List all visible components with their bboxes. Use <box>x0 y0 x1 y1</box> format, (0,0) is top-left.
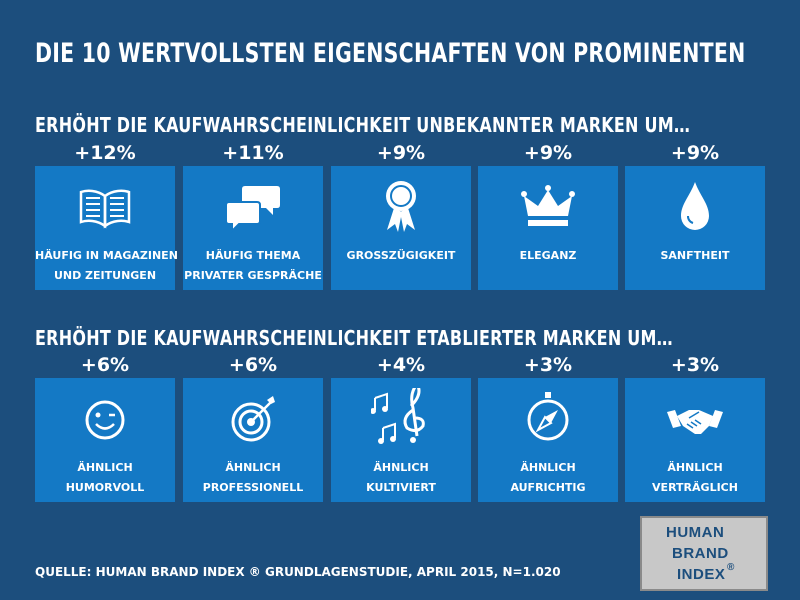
card-label-line1: Ähnlich <box>225 461 281 474</box>
card-elegance: +9% Eleganz <box>478 140 618 300</box>
card-box: Ähnlich humorvoll <box>35 378 175 502</box>
card-box: Grosszügigkeit <box>331 166 471 290</box>
target-arrow-icon <box>223 388 283 448</box>
card-label-line2: und Zeitungen <box>53 269 157 282</box>
card-box: Häufig Thema privater Gespräche <box>183 166 323 290</box>
card-label-line1: Häufig Thema <box>205 249 301 262</box>
card-box: Sanftheit <box>625 166 765 290</box>
section-title-unknown-brands: Erhöht die Kaufwahrscheinlichkeit unbeka… <box>35 113 691 137</box>
logo-line2: BRAND <box>672 545 729 562</box>
percentage-value: +9% <box>670 142 720 164</box>
card-box: Häufig in Magazinen und Zeitungen <box>35 166 178 290</box>
percentage-value: +9% <box>376 142 426 164</box>
human-brand-index-logo: HUMAN BRAND INDEX ® <box>640 516 768 591</box>
card-label: Ähnlich humorvoll <box>35 458 175 498</box>
section-title-established-brands: Erhöht die Kaufwahrscheinlichkeit etabli… <box>35 326 673 350</box>
card-box: Ähnlich professionell <box>183 378 323 502</box>
card-label: Grosszügigkeit <box>331 246 471 266</box>
percentage-value: +3% <box>670 354 720 376</box>
compass-icon <box>518 388 578 448</box>
card-label-line2: aufrichtig <box>510 481 586 494</box>
card-box: Ähnlich verträglich <box>625 378 765 502</box>
speech-bubbles-icon <box>223 176 283 236</box>
card-cultured: +4% Ähnlich kultivi <box>331 352 471 512</box>
card-box: Eleganz <box>478 166 618 290</box>
card-label-line1: Ähnlich <box>520 461 576 474</box>
card-label: Ähnlich kultiviert <box>331 458 471 498</box>
card-label: Häufig in Magazinen und Zeitungen <box>35 246 178 286</box>
card-label: Ähnlich verträglich <box>625 458 765 498</box>
percentage-value: +12% <box>74 142 136 164</box>
card-magazines: +12% Häufig in Magazinen und Zeitungen <box>35 140 178 300</box>
card-label-line1: Eleganz <box>519 249 577 262</box>
card-humorous: +6% Ähnlich humorvoll <box>35 352 175 512</box>
card-label-line2: privater Gespräche <box>184 269 322 282</box>
water-drop-icon <box>665 176 725 236</box>
music-notes-icon <box>371 388 431 448</box>
registered-mark: ® <box>727 562 735 573</box>
card-box: Ähnlich kultiviert <box>331 378 471 502</box>
card-label-line1: Sanftheit <box>660 249 730 262</box>
crown-icon <box>518 176 578 236</box>
page-title: Die 10 wertvollsten Eigenschaften von Pr… <box>35 38 746 69</box>
card-label-line1: Ähnlich <box>667 461 723 474</box>
percentage-value: +6% <box>80 354 130 376</box>
card-label-line1: Häufig in Magazinen <box>35 249 178 262</box>
percentage-value: +4% <box>376 354 426 376</box>
card-label: Sanftheit <box>625 246 765 266</box>
percentage-value: +6% <box>228 354 278 376</box>
card-private-talks: +11% Häufig Thema privater Gespräche <box>183 140 323 300</box>
open-book-icon <box>75 176 135 236</box>
card-row-established-brands: +6% Ähnlich humorvoll +6% <box>35 352 765 512</box>
card-label-line1: Ähnlich <box>77 461 133 474</box>
card-sincere: +3% Ähnlich aufrichtig <box>478 352 618 512</box>
percentage-value: +11% <box>222 142 284 164</box>
logo-line3: INDEX <box>677 566 726 583</box>
logo-line1: HUMAN <box>666 524 725 541</box>
card-label-line2: professionell <box>202 481 304 494</box>
percentage-value: +3% <box>523 354 573 376</box>
card-label: Ähnlich professionell <box>183 458 323 498</box>
card-label-line2: verträglich <box>652 481 738 494</box>
card-label-line2: humorvoll <box>65 481 145 494</box>
card-row-unknown-brands: +12% Häufig in Magazinen und Zeitungen +… <box>35 140 765 300</box>
card-generosity: +9% Grosszügigkeit <box>331 140 471 300</box>
card-gentleness: +9% Sanftheit <box>625 140 765 300</box>
percentage-value: +9% <box>523 142 573 164</box>
card-label: Ähnlich aufrichtig <box>478 458 618 498</box>
card-label-line1: Ähnlich <box>373 461 429 474</box>
card-box: Ähnlich aufrichtig <box>478 378 618 502</box>
award-rosette-icon <box>371 176 431 236</box>
card-professional: +6% Ähnlich professionell <box>183 352 323 512</box>
card-agreeable: +3% Ähnlich verträglich <box>625 352 765 512</box>
card-label: Eleganz <box>478 246 618 266</box>
card-label: Häufig Thema privater Gespräche <box>183 246 323 286</box>
handshake-icon <box>665 388 725 448</box>
source-note: Quelle: Human Brand Index ® Grundlagenst… <box>35 565 561 579</box>
card-label-line2: kultiviert <box>366 481 436 494</box>
card-label-line1: Grosszügigkeit <box>346 249 456 262</box>
smiley-wink-icon <box>75 388 135 448</box>
